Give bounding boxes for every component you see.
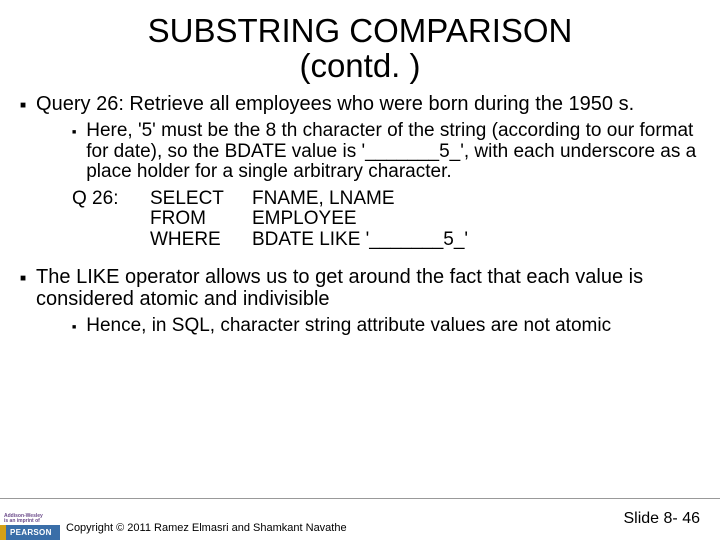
sub-bullet-explanation: ■ Here, '5' must be the 8 th character o… (72, 121, 700, 183)
slide-number: Slide 8- 46 (624, 510, 701, 528)
bullet-query-26-text: Query 26: Retrieve all employees who wer… (36, 93, 634, 115)
sub-bullet-explanation-text: Here, '5' must be the 8 th character of … (86, 121, 700, 183)
sub-bullet-hence-text: Hence, in SQL, character string attribut… (86, 316, 611, 337)
sub-bullet-hence: ■ Hence, in SQL, character string attrib… (72, 316, 700, 337)
bullet-square-icon: ■ (20, 100, 26, 111)
bullet-query-26: ■ Query 26: Retrieve all employees who w… (20, 93, 700, 115)
bullet-like-operator: ■ The LIKE operator allows us to get aro… (20, 266, 700, 310)
title-line-2: (contd. ) (299, 47, 420, 84)
sub-block-2: ■ Hence, in SQL, character string attrib… (72, 316, 700, 337)
query-label-empty (72, 209, 150, 230)
query-label: Q 26: (72, 189, 150, 210)
keyword-from: FROM (150, 209, 252, 230)
title-line-1: SUBSTRING COMPARISON (148, 12, 573, 49)
from-args: EMPLOYEE (252, 209, 357, 230)
query-label-empty (72, 230, 150, 251)
footer-rule (0, 498, 720, 499)
bullet-like-operator-text: The LIKE operator allows us to get aroun… (36, 266, 700, 310)
where-args: BDATE LIKE '_______5_' (252, 230, 468, 251)
slide-body: SUBSTRING COMPARISON (contd. ) ■ Query 2… (0, 0, 720, 540)
pearson-logo: Addison-Wesley is an imprint of PEARSON (0, 498, 60, 540)
footer: Addison-Wesley is an imprint of PEARSON … (0, 498, 720, 540)
sub-block-1: ■ Here, '5' must be the 8 th character o… (72, 121, 700, 250)
query-row-select: Q 26: SELECT FNAME, LNAME (72, 189, 700, 210)
addison-wesley-text: Addison-Wesley is an imprint of (0, 512, 60, 525)
bullet-square-icon: ■ (20, 273, 26, 284)
bullet-square-icon: ■ (72, 324, 76, 332)
keyword-where: WHERE (150, 230, 252, 251)
query-row-where: WHERE BDATE LIKE '_______5_' (72, 230, 700, 251)
copyright-text: Copyright © 2011 Ramez Elmasri and Shamk… (66, 522, 347, 534)
bullet-square-icon: ■ (72, 129, 76, 137)
select-args: FNAME, LNAME (252, 189, 395, 210)
pearson-brand: PEARSON (0, 525, 60, 540)
query-row-from: FROM EMPLOYEE (72, 209, 700, 230)
slide-title: SUBSTRING COMPARISON (contd. ) (20, 14, 700, 83)
keyword-select: SELECT (150, 189, 252, 210)
